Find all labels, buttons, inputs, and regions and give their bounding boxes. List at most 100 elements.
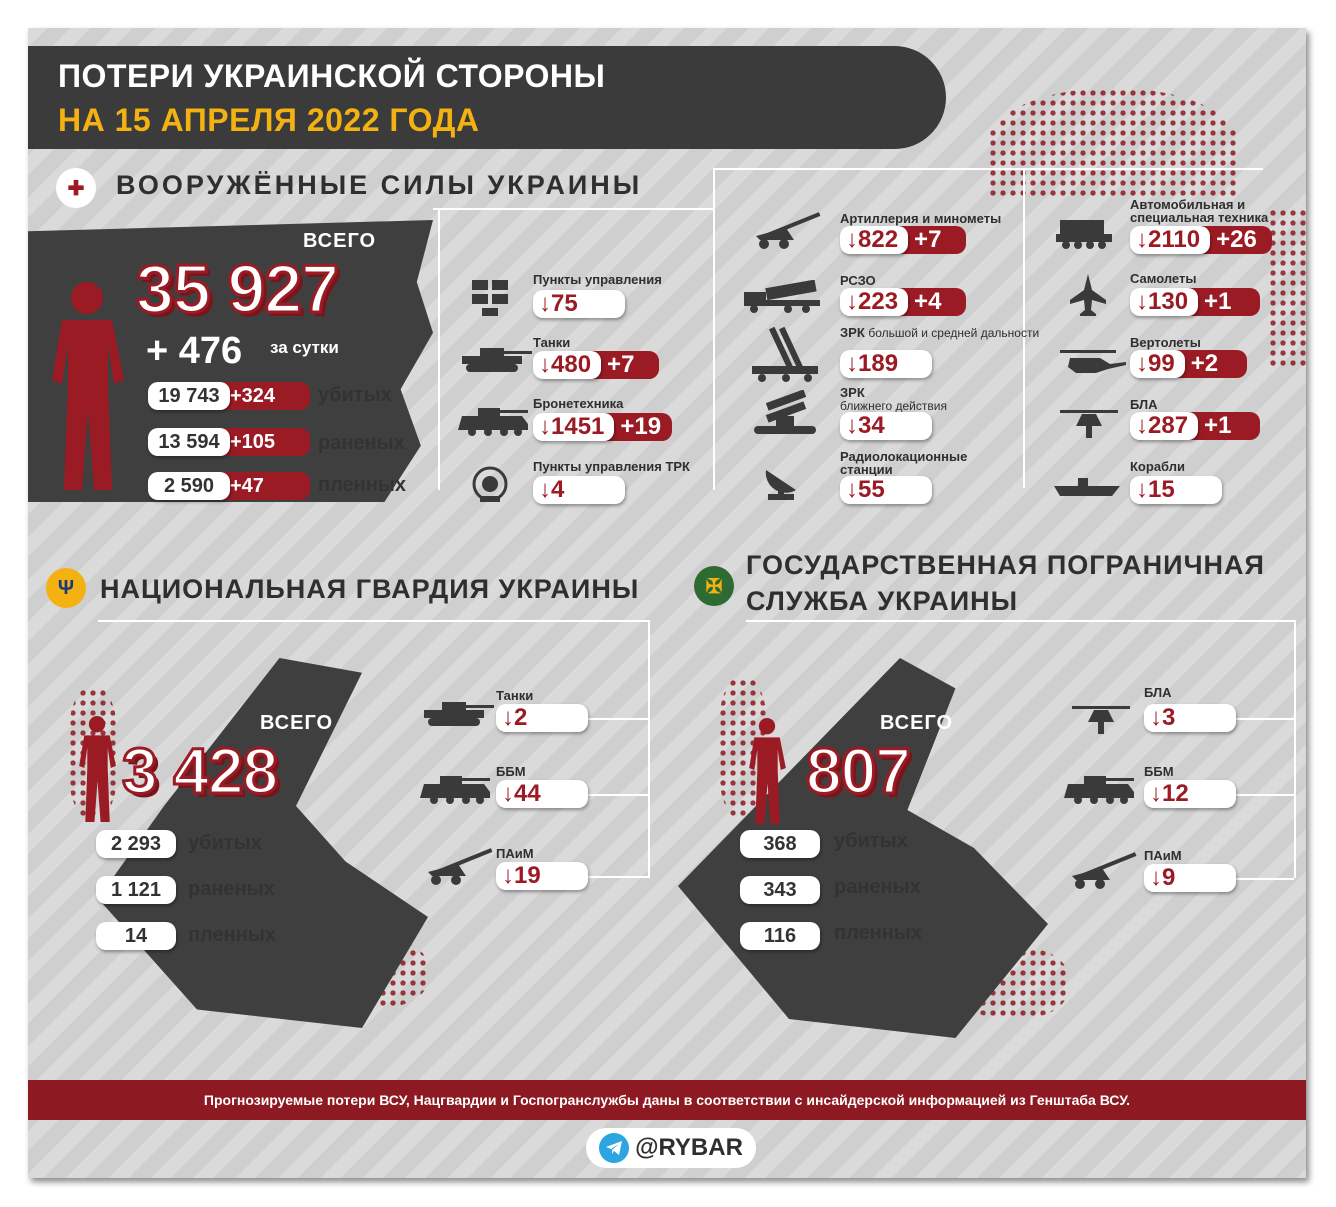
ngu-value-tanks: ↓2: [496, 704, 588, 732]
vsu-wounded-value: 13 594: [148, 428, 230, 456]
value: ↓3: [1144, 704, 1236, 732]
value: ↓4: [533, 476, 625, 504]
vsu-daily-value: + 476: [146, 330, 243, 372]
vsu-killed-label: убитых: [318, 384, 392, 406]
vsu-value-ships: ↓15: [1130, 476, 1222, 504]
value: ↓34: [840, 412, 932, 440]
vsu-value-armored: ↓1451 +19: [533, 413, 673, 441]
vsu-cat-vehicles: Автомобильная и специальная техника: [1130, 197, 1269, 225]
vsu-daily-label: за сутки: [270, 338, 339, 357]
vsu-cat-artillery: Артиллерия и минометы: [840, 211, 1002, 226]
vsu-value-uav: ↓287 +1: [1130, 412, 1261, 440]
value: ↓55: [840, 476, 932, 504]
telegram-icon: [599, 1133, 630, 1163]
ngu-killed-label: убитых: [188, 832, 262, 854]
ngu-captured-value: 14: [96, 922, 176, 950]
mlrs-icon: [744, 280, 820, 313]
value: ↓9: [1144, 864, 1236, 892]
decor-dots: [988, 88, 1238, 198]
vsu-value-tanks: ↓480 +7: [533, 351, 660, 379]
footer-note: Прогнозируемые потери ВСУ, Нацгвардии и …: [28, 1080, 1306, 1120]
gpsu-killed-label: убитых: [834, 830, 908, 852]
brand-badge[interactable]: @RYBAR: [586, 1128, 756, 1168]
vsu-value-mlrs: ↓223 +4: [840, 288, 967, 316]
gpsu-cat-uav: БЛА: [1144, 685, 1172, 700]
gpsu-section-title-line1: ГОСУДАРСТВЕННАЯ ПОГРАНИЧНАЯ: [746, 550, 1265, 580]
vsu-cat-mlrs: РСЗО: [840, 273, 876, 288]
gpsu-wounded-label: раненых: [834, 876, 921, 898]
vsu-cat-aircraft: Самолеты: [1130, 271, 1197, 286]
vsu-captured-delta: +47: [224, 472, 310, 500]
ship-icon: [1054, 478, 1120, 496]
artillery-icon: [1072, 852, 1137, 889]
vsu-value-artillery: ↓822 +7: [840, 226, 967, 254]
tank-icon: [462, 348, 532, 372]
vsu-cat-tanks: Танки: [533, 335, 571, 350]
gpsu-value-uav: ↓3: [1144, 704, 1236, 732]
drone-icon: [1060, 410, 1118, 438]
tank-icon: [424, 702, 494, 726]
value: ↓223: [840, 288, 909, 316]
value: ↓822: [840, 226, 909, 254]
vsu-value-trk-posts: ↓4: [533, 476, 625, 504]
vehicle-icon: [1056, 220, 1112, 249]
page-subtitle-date: НА 15 АПРЕЛЯ 2022 ГОДА: [58, 102, 480, 138]
vsu-captured-label: пленных: [318, 474, 407, 496]
value: ↓19: [496, 862, 588, 890]
delta: +7: [898, 226, 967, 254]
vsu-value-vehicles: ↓2110 +26: [1130, 226, 1273, 254]
apc-icon: [1064, 776, 1134, 804]
vsu-value-radar: ↓55: [840, 476, 932, 504]
value: ↓2110: [1130, 226, 1211, 254]
value: ↓15: [1130, 476, 1222, 504]
connector-line: [576, 794, 648, 796]
gpsu-value-ifv: ↓12: [1144, 780, 1236, 808]
gpsu-value-artillery: ↓9: [1144, 864, 1236, 892]
value: ↓12: [1144, 780, 1236, 808]
command-post-icon: [472, 280, 508, 316]
ngu-cat-tanks: Танки: [496, 688, 534, 703]
vsu-cat-radar: Радиолокационные станции: [840, 449, 968, 477]
vsu-cat-ships: Корабли: [1130, 459, 1186, 474]
aircraft-icon: [1070, 274, 1106, 316]
vsu-captured-value: 2 590: [148, 472, 230, 500]
value: ↓189: [840, 350, 932, 378]
helicopter-icon: [1060, 350, 1126, 373]
label: ЗРК: [840, 385, 865, 400]
gpsu-cat-artillery: ПАиМ: [1144, 848, 1182, 863]
value: ↓75: [533, 290, 625, 318]
vsu-cat-helicopters: Вертолеты: [1130, 335, 1201, 350]
sam-short-range-icon: [754, 390, 816, 434]
ngu-total-label: ВСЕГО: [260, 712, 334, 734]
vsu-total-value: 35 927: [135, 250, 341, 329]
vsu-cat-sam-short: ЗРК ближнего действия: [840, 386, 947, 413]
value: ↓99: [1130, 350, 1185, 378]
vsu-value-sam-long: ↓189: [840, 350, 932, 378]
ngu-section-title: НАЦИОНАЛЬНАЯ ГВАРДИЯ УКРАИНЫ: [100, 574, 640, 604]
artillery-icon: [428, 848, 493, 885]
connector-line: [576, 718, 648, 720]
vsu-total-label: ВСЕГО: [303, 230, 377, 252]
gpsu-cat-ifv: ББМ: [1144, 764, 1174, 779]
ngu-value-artillery: ↓19: [496, 862, 588, 890]
title-bar: [28, 46, 946, 149]
delta: +4: [898, 288, 967, 316]
gpsu-emblem-icon: ✠: [694, 566, 734, 606]
gpsu-total-label: ВСЕГО: [880, 712, 954, 734]
ngu-cat-artillery: ПАиМ: [496, 846, 534, 861]
ngu-wounded-value: 1 121: [96, 876, 176, 904]
gpsu-section-title-line2: СЛУЖБА УКРАИНЫ: [746, 586, 1019, 616]
gpsu-total-value: 807: [805, 734, 913, 809]
gpsu-wounded-value: 343: [740, 876, 820, 904]
apc-icon: [420, 776, 490, 804]
vsu-cat-uav: БЛА: [1130, 397, 1158, 412]
brand-handle: @RYBAR: [635, 1134, 743, 1161]
soldier-icon: [52, 282, 124, 490]
vsu-cat-command-posts: Пункты управления: [533, 272, 662, 287]
ngu-total-value: 3 428: [120, 734, 279, 809]
vsu-value-command-posts: ↓75: [533, 290, 625, 318]
vsu-killed-value: 19 743: [148, 382, 230, 410]
gpsu-killed-value: 368: [740, 830, 820, 858]
value: ↓480: [533, 351, 602, 379]
vsu-value-aircraft: ↓130 +1: [1130, 288, 1261, 316]
